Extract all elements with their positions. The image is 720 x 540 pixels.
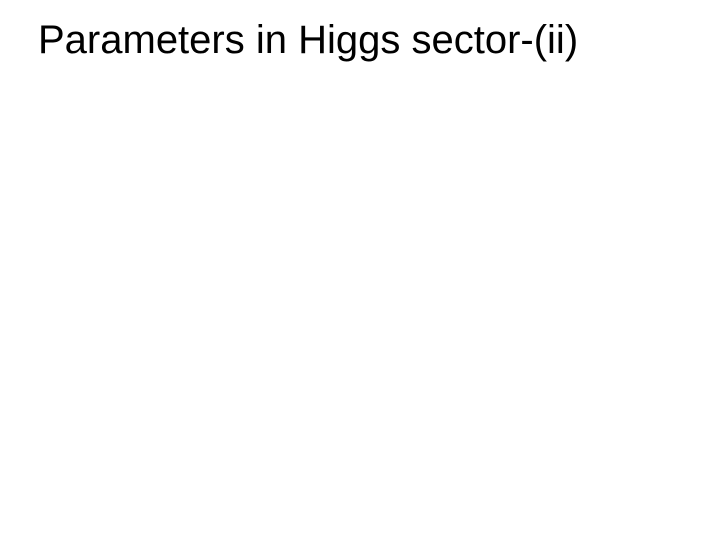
slide-title: Parameters in Higgs sector-(ii) [38,18,578,63]
